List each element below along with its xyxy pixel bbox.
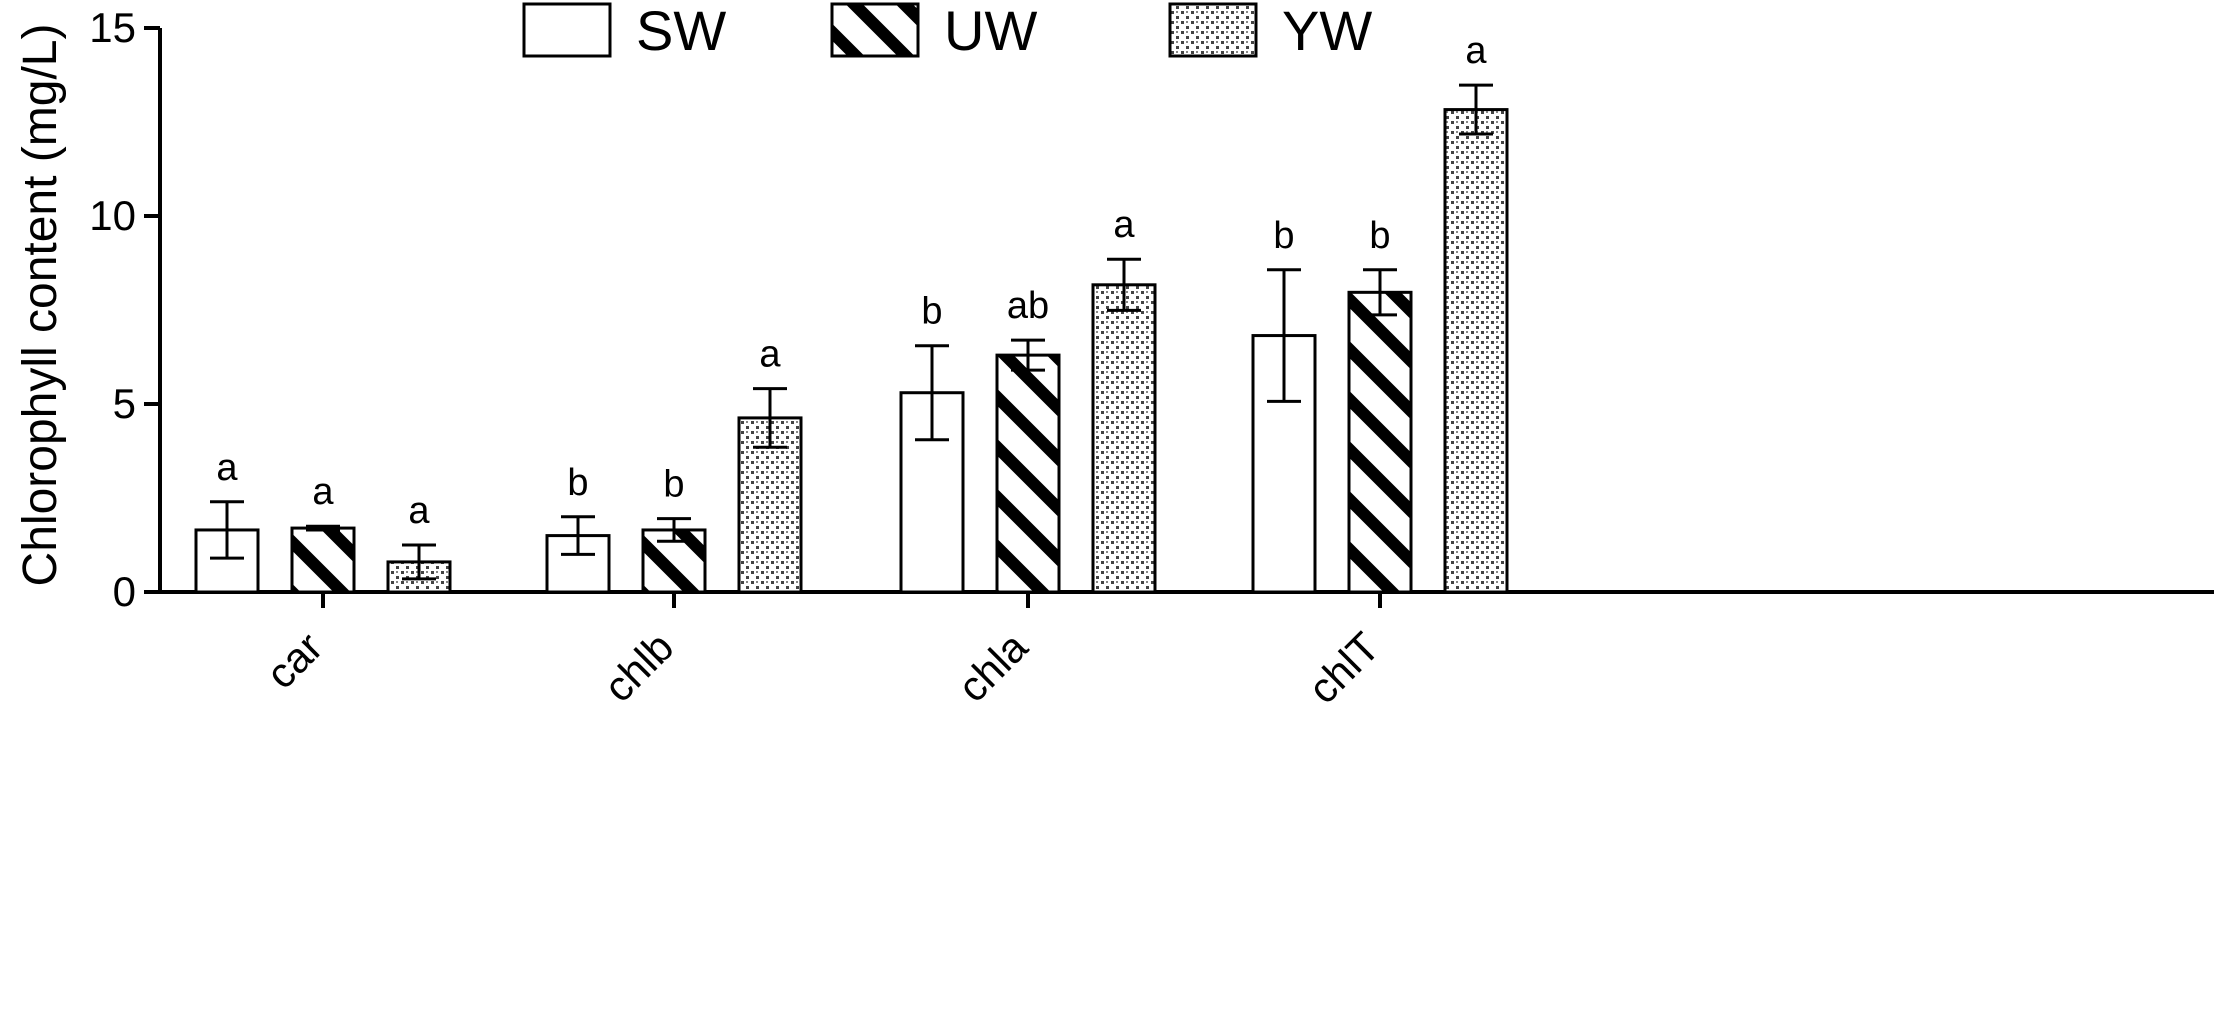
y-tick-label: 15	[89, 4, 136, 51]
significance-label: a	[216, 447, 238, 489]
significance-label: a	[1465, 30, 1487, 72]
y-tick-label: 5	[113, 380, 136, 427]
bar-group-uw-chlT: b	[1347, 215, 1413, 594]
bar-uw-chlT	[1347, 290, 1413, 594]
bar-group-sw-chlb: b	[545, 462, 611, 594]
legend-swatch-yw	[1168, 2, 1258, 58]
y-tick-label: 10	[89, 192, 136, 239]
significance-label: b	[1273, 215, 1294, 257]
legend: SW UW YW	[522, 0, 1372, 62]
significance-label: ab	[1007, 285, 1049, 327]
legend-item-sw: SW	[522, 0, 726, 62]
significance-label: a	[408, 490, 430, 532]
significance-label: b	[663, 464, 684, 506]
legend-label-yw: YW	[1282, 0, 1372, 62]
x-tick-label-chlb: chlb	[595, 623, 683, 711]
bar-uw-car	[290, 526, 356, 594]
bar-yw-chla	[1091, 283, 1157, 594]
bar-group-yw-car: a	[386, 490, 452, 594]
significance-label: a	[1113, 204, 1135, 246]
legend-swatch-uw	[830, 2, 920, 58]
x-tick-label-chlT: chlT	[1299, 623, 1388, 712]
bar-group-yw-chla: a	[1091, 204, 1157, 594]
legend-swatch-sw	[522, 2, 612, 58]
x-axis: car chlb chla chlT	[160, 590, 2214, 712]
bar-uw-chla	[995, 353, 1061, 594]
bar-group-uw-chlb: b	[641, 464, 707, 594]
significance-label: a	[759, 334, 781, 376]
significance-label: b	[1369, 215, 1390, 257]
legend-item-yw: YW	[1168, 0, 1372, 62]
bar-group-yw-chlb: a	[737, 334, 803, 594]
x-tick-label-chla: chla	[949, 623, 1037, 711]
bar-yw-chlT	[1443, 108, 1509, 594]
bar-group-sw-chla: b	[899, 291, 965, 594]
bar-group-yw-chlT: a	[1443, 30, 1509, 594]
x-tick-label-car: car	[257, 623, 332, 698]
bar-group-sw-chlT: b	[1251, 215, 1317, 594]
legend-label-uw: UW	[944, 0, 1037, 62]
y-tick-label: 0	[113, 568, 136, 615]
y-axis: 0 5 10 15	[89, 4, 162, 615]
significance-label: b	[567, 462, 588, 504]
legend-label-sw: SW	[636, 0, 726, 62]
significance-label: a	[312, 471, 334, 513]
y-axis-title: Chlorophyll content (mg/L)	[14, 24, 67, 587]
bars: aa ab bab aba b ba	[194, 30, 1509, 594]
bar-group-uw-chla: ab	[995, 285, 1061, 594]
legend-item-uw: UW	[830, 0, 1037, 62]
bar-group-sw-car: a	[194, 447, 260, 594]
significance-label: b	[921, 291, 942, 333]
bar-group-uw-car: a	[290, 471, 356, 594]
